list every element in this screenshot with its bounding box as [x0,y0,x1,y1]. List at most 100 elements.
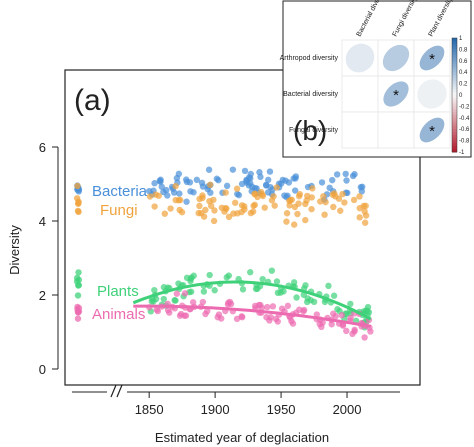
data-point [75,281,83,289]
series-label: Bacteria [92,183,148,200]
trend-line [132,280,372,321]
data-point [158,183,165,190]
colorbar-segment [452,83,457,87]
data-point [172,182,179,190]
data-point [210,217,218,225]
data-point [211,287,218,294]
data-point [269,303,277,310]
data-point [164,192,171,199]
colorbar-segment [452,134,457,139]
data-point [284,302,292,310]
colorbar-tick-label: -0.6 [459,127,470,133]
data-point [182,312,190,319]
data-point [154,307,162,315]
panel-a-label: (a) [74,84,111,117]
colorbar-tick-label: 1 [459,36,463,42]
trend-line [133,304,372,328]
data-point [251,201,258,209]
data-point [206,197,213,205]
data-point [308,205,315,213]
data-point [207,181,214,189]
x-axis-label: Estimated year of deglaciation [155,430,329,445]
data-point [241,167,249,175]
colorbar-segment [452,106,457,110]
data-point [190,189,197,196]
data-point [200,288,208,295]
data-point [271,202,278,209]
significance-marker: * [393,87,399,104]
data-point [318,179,326,186]
data-point [183,176,190,183]
data-point [264,176,272,184]
data-point [317,198,324,205]
data-point [75,269,82,276]
data-point [233,185,241,192]
data-point [280,288,287,295]
data-point [262,182,270,189]
data-point [227,300,235,308]
data-point [229,166,237,173]
data-point [288,196,295,204]
data-point [361,208,368,215]
data-point [273,278,281,285]
data-point [157,178,164,185]
colorbar-segment [452,38,457,42]
data-point [247,209,255,217]
colorbar-frame [451,37,458,153]
data-point [151,286,158,294]
data-point [259,192,267,200]
data-point [296,190,304,198]
data-point [343,327,350,335]
data-point [309,185,316,192]
y-tick-label: 0 [39,362,46,377]
x-tick-label: 1900 [201,402,230,417]
data-point [195,209,202,217]
data-point [155,192,162,199]
colorbar-tick-label: 0.8 [459,47,468,53]
data-point [204,307,211,315]
colorbar-segment [452,97,457,102]
data-point [333,171,341,178]
data-point [177,196,184,204]
y-axis: 0 2 4 6 [39,140,59,377]
data-point [171,297,178,304]
x-tick-label: 2000 [333,402,362,417]
colorbar-segment [452,132,457,136]
data-point [254,285,261,292]
data-point [163,186,170,194]
data-point [166,309,173,316]
data-point [347,314,354,322]
data-point [320,193,327,200]
data-point [234,190,241,198]
colorbar-tick-label: -0.4 [459,116,470,122]
data-point [257,301,264,309]
data-point [74,315,82,322]
data-point [326,184,333,192]
colorbar-segment [452,149,457,153]
data-point [294,210,301,218]
colorbar-segment [452,55,457,59]
data-point [73,274,81,282]
data-point [247,170,254,178]
panel-b-label: (b) [293,115,327,146]
data-point [341,199,348,206]
data-point [356,193,363,200]
x-tick-label: 1850 [135,402,164,417]
data-point [75,208,82,216]
data-point [289,320,297,327]
correlation-ellipse [382,44,410,72]
data-point [268,267,276,274]
x-tick-label: 1950 [267,402,296,417]
colorbar-tick-label: -0.2 [459,104,470,110]
data-point [206,271,213,279]
data-point [259,275,266,283]
data-point [187,275,195,282]
matrix-row-label: Fungal diversity [289,127,339,134]
matrix-row-label: Bacterial diversity [283,91,338,98]
correlation-ellipse [419,45,445,71]
data-point [300,306,308,314]
data-point [302,216,309,224]
colorbar-segment [452,95,457,99]
data-point [172,196,179,204]
